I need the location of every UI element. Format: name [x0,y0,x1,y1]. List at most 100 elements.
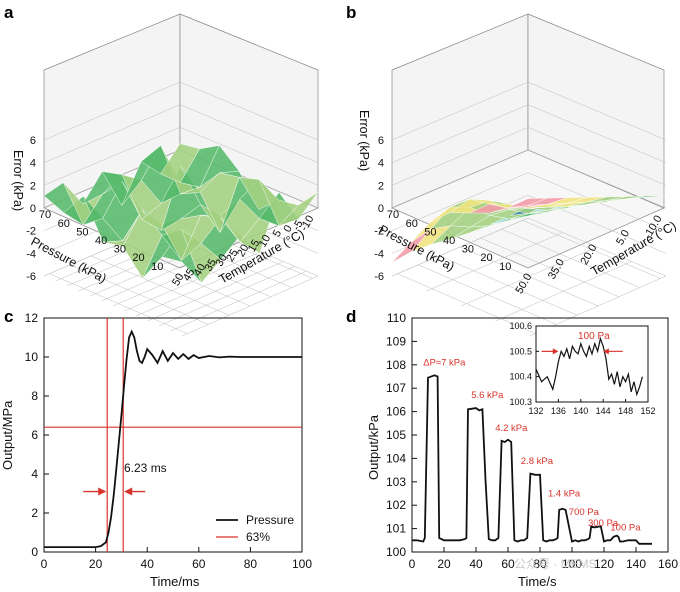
floor-gridline [460,246,598,307]
z-tick-label: 2 [30,180,36,192]
z-tick-label: 4 [378,158,384,170]
y-tick-label: 100 [386,545,406,559]
y-tick-label: 4 [31,467,38,481]
pressure-tick-label: 70 [387,209,399,221]
pressure-tick-label: 50 [76,226,88,238]
wall-gridline [391,81,667,141]
x-tick-label: 60 [501,557,515,571]
wall-gridline [43,104,319,163]
floor-gridline [135,256,273,317]
inset-x-tick-label: 132 [528,406,543,416]
x-axis-label-c: Time/ms [150,574,200,589]
legend-label-pressure: Pressure [246,513,294,527]
temperature-tick-label: 15 [246,238,263,255]
z-tick-label: -6 [26,271,36,283]
z-tick-label: 4 [30,158,36,170]
pressure-tick-label: 60 [406,218,418,230]
wall-gridline [43,127,319,186]
inset-x-tick-label: 152 [640,406,655,416]
temperature-tick-label: 25 [224,247,241,264]
step-annotation: 700 Pa [569,507,600,518]
y-tick-label: 103 [386,475,406,489]
output-series-line [412,374,652,545]
y-tick-label: 106 [386,405,406,419]
floor-gridline [158,266,296,327]
floor-gridline [495,261,632,322]
step-annotation: 5.6 kPa [471,390,504,401]
x-tick-label: 0 [41,557,48,571]
panel-letter-b: b [346,3,356,22]
x-tick-label: 160 [658,557,678,571]
z-axis-label-a: Error (kPa) [11,150,25,211]
arrow-right-head [124,487,133,496]
panel-letter-c: c [4,307,13,326]
wall-gridline [391,104,667,163]
time-constant-label: 6.23 ms [124,461,167,475]
x-tick-label: 20 [89,557,103,571]
x-tick-label: 100 [562,557,582,571]
z-tick-label: -4 [374,248,384,260]
x-tick-label: 80 [533,557,547,571]
temperature-tick-label: 20 [235,243,252,260]
pressure-tick-label: 20 [480,252,492,264]
y-tick-label: 104 [386,451,406,465]
x-tick-label: 60 [192,557,206,571]
inset-y-tick-label: 100.5 [509,346,532,356]
z-tick-label: 0 [30,203,36,215]
surface-patch [278,191,319,227]
y-axis-label-c: Output/MPa [0,400,15,470]
y-tick-label: 101 [386,522,406,536]
y-tick-label: 10 [25,350,39,364]
floor-gridline [112,246,250,307]
temperature-tick-label: 35.0 [546,257,567,282]
pressure-tick-label: 10 [499,261,511,273]
inset-arrow-left-head [552,348,559,355]
x-tick-label: 100 [292,557,312,571]
y-tick-label: 107 [386,381,406,395]
temperature-tick-label: 10 [257,233,274,250]
pressure-tick-label: 60 [58,218,70,230]
surface-patch [626,195,667,200]
temperature-tick-label: 50 [170,272,187,289]
temperature-tick-label: 5 [271,228,284,239]
line-chart-d: 0 20 40 60 80 100 120 140 160 100 101 102 103 104 105 1… [366,311,678,589]
y-tick-label: 2 [31,506,38,520]
z-tick-label: -2 [374,226,384,238]
floor-gridline [181,275,319,337]
temperature-tick-label: 35 [203,257,220,274]
arrow-left-head [98,487,107,496]
floor-gridline [426,232,563,292]
pressure-tick-label: 30 [114,244,126,256]
pressure-tick-label: 40 [95,235,107,247]
z-tick-label: 0 [378,203,384,215]
step-annotation: 2.8 kPa [521,456,554,467]
pressure-series-line [44,329,302,548]
inset-y-tick-label: 100.4 [509,372,532,382]
y-tick-label: 12 [25,311,39,325]
watermark: 公众号 · MEMS [514,557,597,571]
inset-series-line [535,336,643,397]
wall-gridline [391,127,667,186]
y-tick-label: 102 [386,498,406,512]
pressure-tick-label: 30 [462,244,474,256]
z-axis-label-b: Error (kPa) [357,110,371,171]
temperature-tick-label: 45 [181,267,198,284]
temperature-tick-label: 30 [213,252,230,269]
y-tick-label: 0 [31,545,38,559]
y-tick-label: 110 [387,311,406,325]
y-axis-label-d: Output/kPa [366,414,381,480]
z-tick-label: 2 [378,180,384,192]
legend-label-63: 63% [246,530,270,544]
x-tick-label: 0 [409,557,416,571]
x-tick-label: 80 [244,557,258,571]
inset-y-tick-label: 100.3 [509,397,532,407]
inset-y-tick-label: 100.6 [509,321,532,331]
y-tick-label: 6 [31,428,38,442]
step-annotation: 4.2 kPa [495,423,528,434]
panel-letter-d: d [346,307,356,326]
wall-gridline [43,81,319,141]
inset-frame [535,325,649,403]
x-axis-label-d: Time/s [518,574,557,589]
